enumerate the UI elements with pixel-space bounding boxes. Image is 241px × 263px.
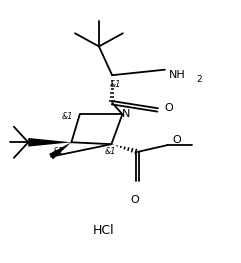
Text: &1: &1 (105, 147, 116, 156)
Text: O: O (131, 195, 139, 205)
Text: O: O (165, 103, 174, 113)
Polygon shape (49, 142, 71, 159)
Text: &1: &1 (110, 80, 121, 89)
Text: &1: &1 (52, 147, 64, 156)
Text: &1: &1 (62, 112, 73, 121)
Text: NH: NH (168, 70, 185, 80)
Text: N: N (122, 109, 131, 119)
Polygon shape (28, 138, 71, 146)
Text: 2: 2 (196, 75, 202, 84)
Text: HCl: HCl (93, 224, 114, 237)
Text: O: O (172, 135, 181, 145)
